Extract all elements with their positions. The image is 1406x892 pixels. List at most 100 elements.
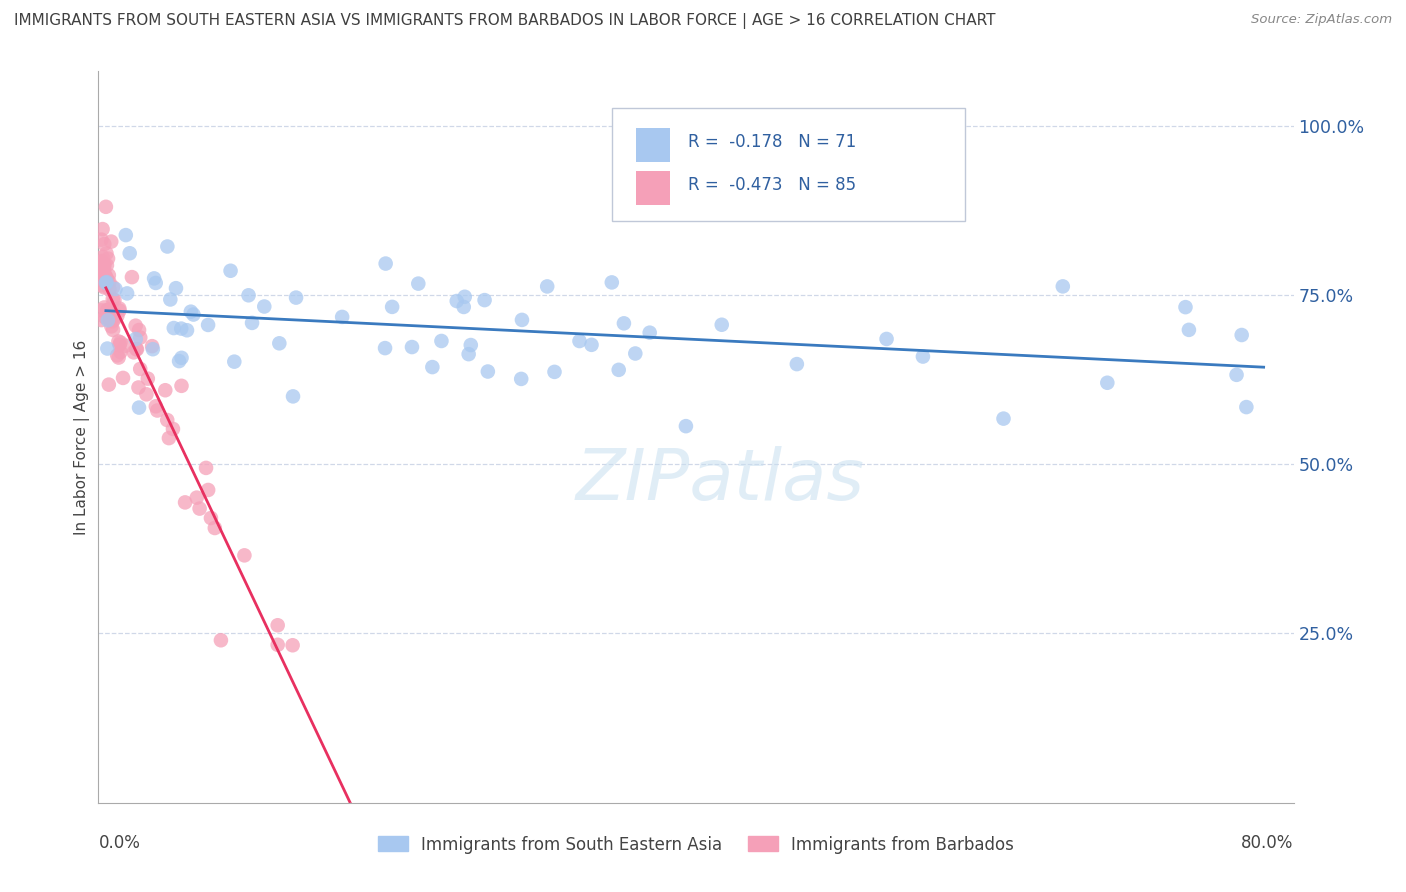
Point: [93, 274, 115, 288]
Point: [197, 483, 219, 497]
Point: [145, 399, 167, 413]
Point: [104, 282, 127, 296]
Point: [454, 290, 477, 304]
Point: [91, 222, 114, 236]
Point: [159, 293, 181, 307]
Point: [165, 281, 187, 295]
Text: Source: ZipAtlas.com: Source: ZipAtlas.com: [1251, 13, 1392, 27]
Point: [170, 321, 193, 335]
Point: [97, 252, 120, 266]
Point: [607, 363, 630, 377]
Point: [219, 264, 242, 278]
Point: [93, 267, 115, 281]
Point: [129, 330, 152, 344]
Text: 0.0%: 0.0%: [98, 834, 141, 852]
Point: [408, 277, 430, 291]
Point: [474, 293, 496, 307]
Point: [96, 258, 118, 272]
Point: [107, 351, 129, 365]
Point: [381, 300, 404, 314]
Point: [581, 338, 603, 352]
Point: [624, 346, 647, 360]
Point: [94, 269, 117, 284]
Point: [156, 239, 179, 253]
Point: [91, 250, 114, 264]
Point: [128, 323, 150, 337]
Point: [90, 313, 112, 327]
Point: [281, 638, 304, 652]
Point: [93, 270, 115, 285]
Point: [96, 303, 118, 318]
Point: [121, 270, 143, 285]
Point: [876, 332, 898, 346]
Point: [90, 255, 112, 269]
Point: [710, 318, 733, 332]
Point: [238, 288, 260, 302]
Point: [675, 419, 697, 434]
Point: [1178, 323, 1201, 337]
Text: 80.0%: 80.0%: [1241, 834, 1294, 852]
Text: R =  -0.178   N = 71: R = -0.178 N = 71: [688, 133, 856, 152]
Point: [90, 303, 112, 318]
Point: [281, 389, 304, 403]
Point: [90, 259, 112, 273]
Point: [125, 332, 148, 346]
Point: [101, 323, 124, 337]
Point: [167, 354, 190, 368]
Point: [103, 312, 125, 326]
FancyBboxPatch shape: [613, 108, 965, 221]
Point: [1234, 400, 1257, 414]
Point: [129, 362, 152, 376]
Point: [112, 371, 135, 385]
Point: [93, 301, 115, 315]
Point: [136, 371, 159, 385]
Point: [93, 260, 115, 274]
Point: [209, 633, 232, 648]
Point: [543, 365, 565, 379]
Point: [101, 292, 124, 306]
Point: [100, 319, 122, 334]
Point: [1225, 368, 1247, 382]
Text: R =  -0.473   N = 85: R = -0.473 N = 85: [688, 176, 856, 194]
Point: [195, 461, 218, 475]
Point: [93, 280, 115, 294]
Point: [110, 345, 132, 359]
Point: [157, 431, 180, 445]
Point: [97, 313, 120, 327]
Point: [183, 308, 205, 322]
Point: [993, 411, 1015, 425]
Point: [204, 521, 226, 535]
Text: ZIPatlas: ZIPatlas: [575, 447, 865, 516]
Point: [430, 334, 453, 348]
Point: [96, 271, 118, 285]
Point: [143, 271, 166, 285]
Point: [197, 318, 219, 332]
Point: [267, 638, 290, 652]
Point: [1174, 300, 1197, 314]
Point: [115, 286, 138, 301]
Point: [460, 338, 482, 352]
Point: [97, 377, 120, 392]
Point: [536, 279, 558, 293]
Point: [188, 501, 211, 516]
Point: [128, 401, 150, 415]
Point: [174, 495, 197, 509]
Point: [1097, 376, 1119, 390]
Point: [103, 293, 125, 307]
Point: [118, 246, 141, 260]
Point: [100, 235, 122, 249]
Legend: Immigrants from South Eastern Asia, Immigrants from Barbados: Immigrants from South Eastern Asia, Immi…: [371, 829, 1021, 860]
Point: [101, 280, 124, 294]
Point: [108, 338, 131, 352]
Point: [98, 306, 121, 320]
Point: [142, 342, 165, 356]
Point: [114, 228, 136, 243]
Point: [91, 260, 114, 275]
Point: [105, 348, 128, 362]
Point: [477, 365, 499, 379]
Point: [98, 312, 121, 326]
Point: [446, 293, 468, 308]
Point: [93, 258, 115, 272]
Point: [613, 316, 636, 330]
Point: [457, 347, 479, 361]
